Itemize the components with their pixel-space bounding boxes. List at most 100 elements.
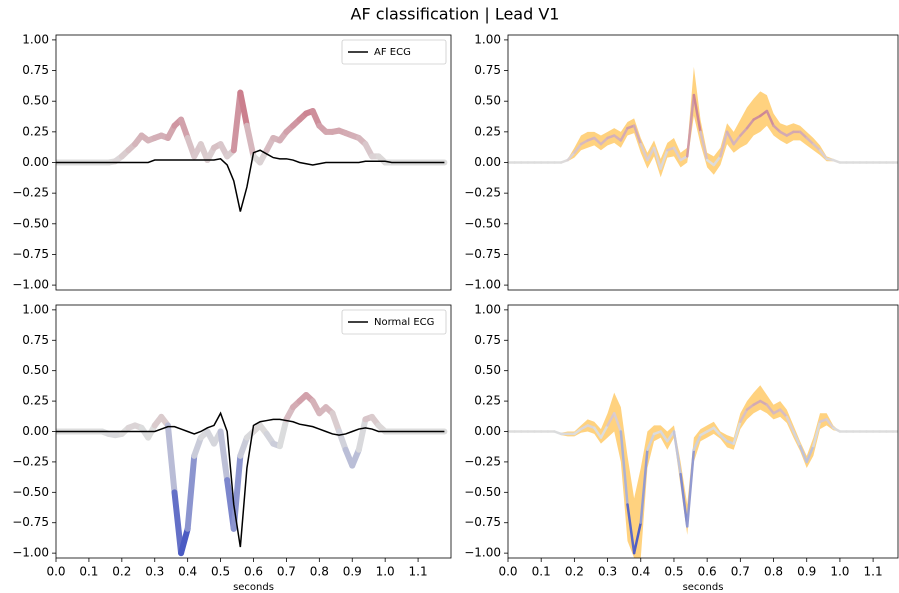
attribution-segment [679,155,689,162]
attribution-segment [612,134,623,142]
attribution-segment [765,403,775,415]
attribution-segment [798,130,808,140]
attribution-segment [237,434,250,459]
attribution-segment [792,430,802,448]
x-tick-label: 0.0 [46,565,65,579]
y-tick-label: −0.75 [12,247,49,261]
y-tick-label: 0.25 [22,124,49,138]
x-tick-label: 0.7 [731,565,750,579]
attribution-segment [759,399,769,406]
attribution-segment [798,444,808,464]
attribution-segment [739,126,749,137]
y-tick-label: 0.25 [22,394,49,408]
x-tick-label: 0.5 [664,565,683,579]
attribution-segment [164,422,178,496]
attribution-segment [679,472,689,528]
attribution-segment [812,420,822,448]
y-tick-label: 0.00 [22,155,49,169]
attribution-segment [178,525,191,557]
attribution-segment [632,124,643,146]
y-tick-label: −0.50 [12,485,49,499]
attribution-segment [732,420,742,445]
x-tick-label: 0.5 [211,565,230,579]
y-tick-label: −0.25 [12,454,49,468]
attribution-segment [699,130,709,162]
attribution-segment [619,126,629,142]
x-tick-label: 1.1 [864,565,883,579]
y-tick-label: 0.25 [474,124,501,138]
y-tick-label: 0.75 [474,63,501,77]
plot-area [508,385,898,558]
x-tick-label: 0.2 [565,565,584,579]
attribution-segment [672,430,682,476]
attribution-segment [606,412,616,427]
plot-area [56,392,448,557]
attribution-segment [712,426,722,437]
y-tick-label: 0.50 [474,94,501,108]
attribution-segment [699,430,709,437]
attribution-segment [739,408,749,424]
ecg-line [56,149,445,212]
attribution-segment [566,151,576,162]
y-tick-label: −1.00 [12,278,49,292]
y-tick-label: 1.00 [22,302,49,316]
y-tick-label: −0.25 [464,454,501,468]
attribution-segment [646,432,656,451]
attribution-segment [276,416,290,450]
attribution-segment [705,426,716,433]
attribution-segment [772,408,782,415]
attribution-segment [184,452,198,532]
y-tick-label: 0.75 [22,63,49,77]
ecg-line [56,411,445,548]
attribution-segment [659,430,669,443]
x-axis-label: seconds [683,582,724,593]
y-tick-label: 0.00 [22,424,49,438]
plot-area [56,89,448,212]
y-tick-label: 0.75 [474,333,501,347]
attribution-segment [599,424,609,439]
attribution-segment [171,489,185,557]
legend-box [341,309,447,335]
attribution-segment [778,130,789,137]
legend-label: Normal ECG [374,317,434,328]
y-tick-label: −0.25 [12,186,49,200]
x-tick-label: 0.9 [797,565,816,579]
attribution-segment [685,448,696,528]
attribution-segment [593,426,603,439]
attribution-segment [705,158,716,167]
x-tick-label: 0.8 [310,565,329,579]
x-tick-label: 0.4 [631,565,650,579]
x-tick-label: 1.1 [409,565,428,579]
y-tick-label: 1.00 [474,302,501,316]
y-tick-label: −0.50 [464,216,501,230]
x-tick-label: 1.0 [830,565,849,579]
x-tick-label: 0.4 [178,565,197,579]
plot-area [508,66,898,178]
y-tick-label: 0.50 [474,363,501,377]
attribution-segment [752,114,762,121]
axes-frame [55,304,452,559]
attribution-segment [772,124,782,134]
y-tick-label: −0.75 [464,247,501,261]
attribution-segment [191,434,204,459]
attribution-segment [692,433,702,451]
attribution-segment [619,430,629,506]
attribution-segment [639,448,649,524]
attribution-segment [237,89,250,129]
attribution-segment [178,116,191,141]
x-tick-label: 0.0 [498,565,517,579]
attribution-segment [745,403,755,411]
attribution-segment [217,428,231,484]
y-tick-label: −0.75 [12,515,49,529]
x-tick-label: 0.6 [244,565,263,579]
attribution-segment [579,139,589,146]
legend-box [341,39,447,65]
attribution-segment [745,118,755,130]
attribution-segment [626,503,636,555]
y-tick-label: 0.75 [22,333,49,347]
attribution-segment [825,418,835,430]
axes-frame [507,304,899,559]
figure-title: AF classification | Lead V1 [351,5,560,24]
